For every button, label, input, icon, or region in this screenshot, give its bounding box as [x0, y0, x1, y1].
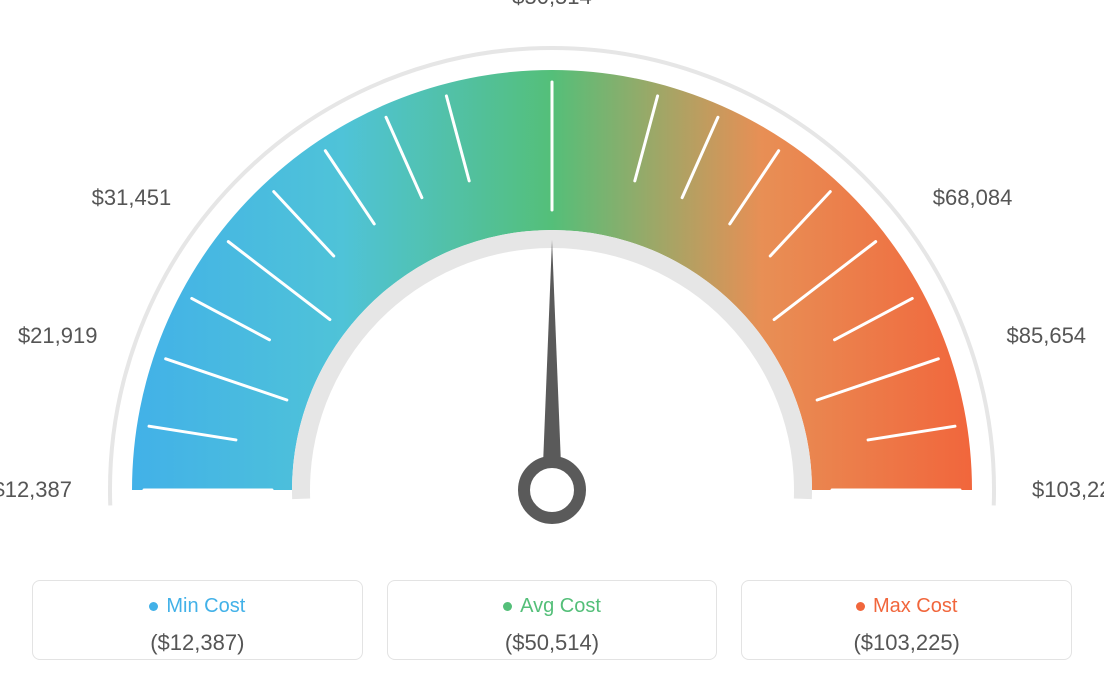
gauge-tick-label: $103,225	[1032, 477, 1104, 503]
gauge-svg	[0, 0, 1104, 530]
cost-gauge-widget: $12,387 $21,919 $31,451 $50,514 $68,084 $85,6…	[0, 0, 1104, 690]
gauge-tick-label: $31,451	[92, 185, 172, 211]
gauge-tick-label: $21,919	[18, 323, 98, 349]
gauge-area: $12,387 $21,919 $31,451 $50,514 $68,084 $85,6…	[0, 0, 1104, 530]
min-cost-title: Min Cost	[149, 595, 245, 618]
max-cost-dot	[856, 602, 865, 611]
avg-cost-dot	[503, 602, 512, 611]
gauge-tick-label: $68,084	[933, 185, 1013, 211]
avg-cost-title: Avg Cost	[503, 595, 601, 618]
min-cost-card: Min Cost ($12,387)	[32, 580, 363, 660]
max-cost-card: Max Cost ($103,225)	[741, 580, 1072, 660]
max-cost-value: ($103,225)	[752, 630, 1061, 656]
gauge-tick-label: $85,654	[1007, 323, 1087, 349]
min-cost-value: ($12,387)	[43, 630, 352, 656]
gauge-tick-label: $50,514	[512, 0, 592, 10]
avg-cost-card: Avg Cost ($50,514)	[387, 580, 718, 660]
max-cost-label: Max Cost	[873, 595, 957, 618]
min-cost-label: Min Cost	[166, 595, 245, 618]
min-cost-dot	[149, 602, 158, 611]
summary-cards-row: Min Cost ($12,387) Avg Cost ($50,514) Ma…	[0, 550, 1104, 690]
avg-cost-value: ($50,514)	[398, 630, 707, 656]
avg-cost-label: Avg Cost	[520, 595, 601, 618]
gauge-tick-label: $12,387	[0, 477, 72, 503]
max-cost-title: Max Cost	[856, 595, 957, 618]
